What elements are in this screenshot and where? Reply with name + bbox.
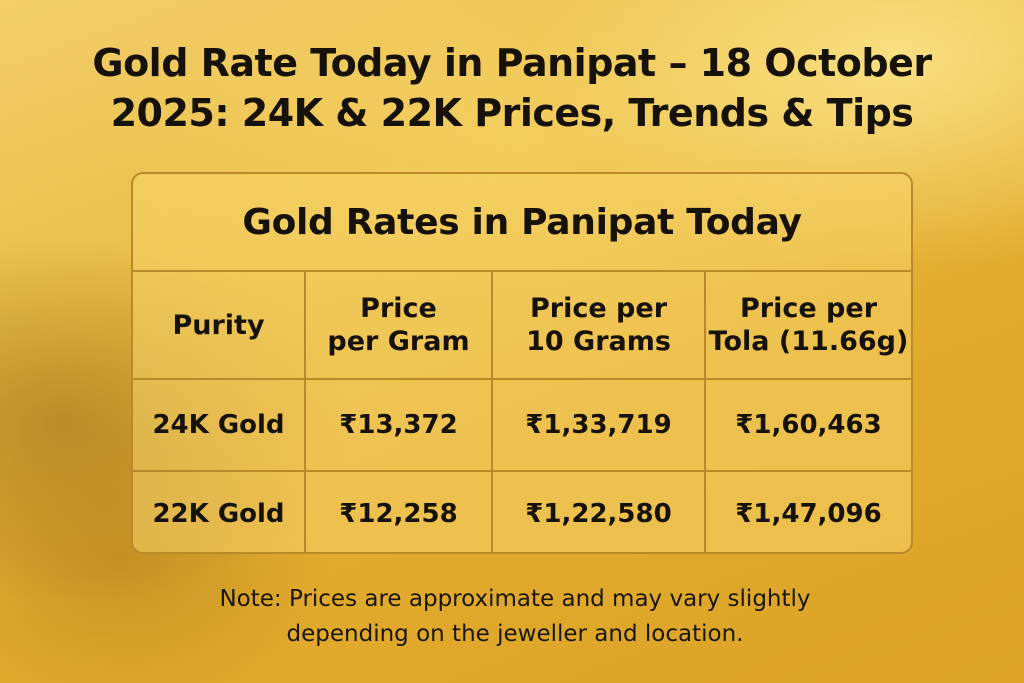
cell-purity: 22K Gold xyxy=(133,471,306,552)
note-line-1: Note: Prices are approximate and may var… xyxy=(219,586,811,612)
page-title: Gold Rate Today in Panipat – 18 October … xyxy=(60,38,964,138)
cell-price-per-gram: ₹12,258 xyxy=(305,471,493,552)
cell-price-per-tola: ₹1,47,096 xyxy=(735,499,882,529)
disclaimer-note: Note: Prices are approximate and may var… xyxy=(200,582,830,652)
cell-purity: 24K Gold xyxy=(133,379,306,472)
cell-price-per-10-grams: ₹1,33,719 xyxy=(492,379,706,472)
header-line: Tola (11.66g) xyxy=(708,326,909,357)
gold-rates-card: Gold Rates in Panipat Today Purity Price… xyxy=(131,172,913,554)
header-price-per-10-grams: Price per 10 Grams xyxy=(492,272,706,380)
header-price-per-tola: Price per Tola (11.66g) xyxy=(705,272,911,380)
header-line: Price per xyxy=(739,293,878,324)
header-price-per-gram: Price per Gram xyxy=(305,272,493,380)
page-title-line-1: Gold Rate Today in Panipat – 18 October xyxy=(92,41,932,85)
note-line-2: depending on the jeweller and location. xyxy=(286,621,744,647)
cell-price-per-10-grams: ₹1,22,580 xyxy=(492,471,706,552)
header-purity-label: Purity xyxy=(172,309,265,341)
cell-price-per-tola: ₹1,60,463 xyxy=(705,379,911,472)
header-line: 10 Grams xyxy=(526,326,671,357)
table-row-22k: 22K Gold ₹12,258 ₹1,22,580 ₹1,47,096 xyxy=(133,471,911,552)
cell-price-per-gram: ₹13,372 xyxy=(305,379,493,472)
header-line: per Gram xyxy=(327,326,470,357)
table-header-row: Purity Price per Gram Price per 10 Grams… xyxy=(133,272,911,380)
header-line: Price xyxy=(360,293,437,324)
page-title-line-2: 2025: 24K & 22K Prices, Trends & Tips xyxy=(110,91,914,135)
header-line: Price per xyxy=(529,293,668,324)
table-row-24k: 24K Gold ₹13,372 ₹1,33,719 ₹1,60,463 xyxy=(133,379,911,472)
gold-rates-table: Purity Price per Gram Price per 10 Grams… xyxy=(133,272,911,552)
header-purity: Purity xyxy=(133,272,306,380)
card-heading: Gold Rates in Panipat Today xyxy=(133,174,911,272)
